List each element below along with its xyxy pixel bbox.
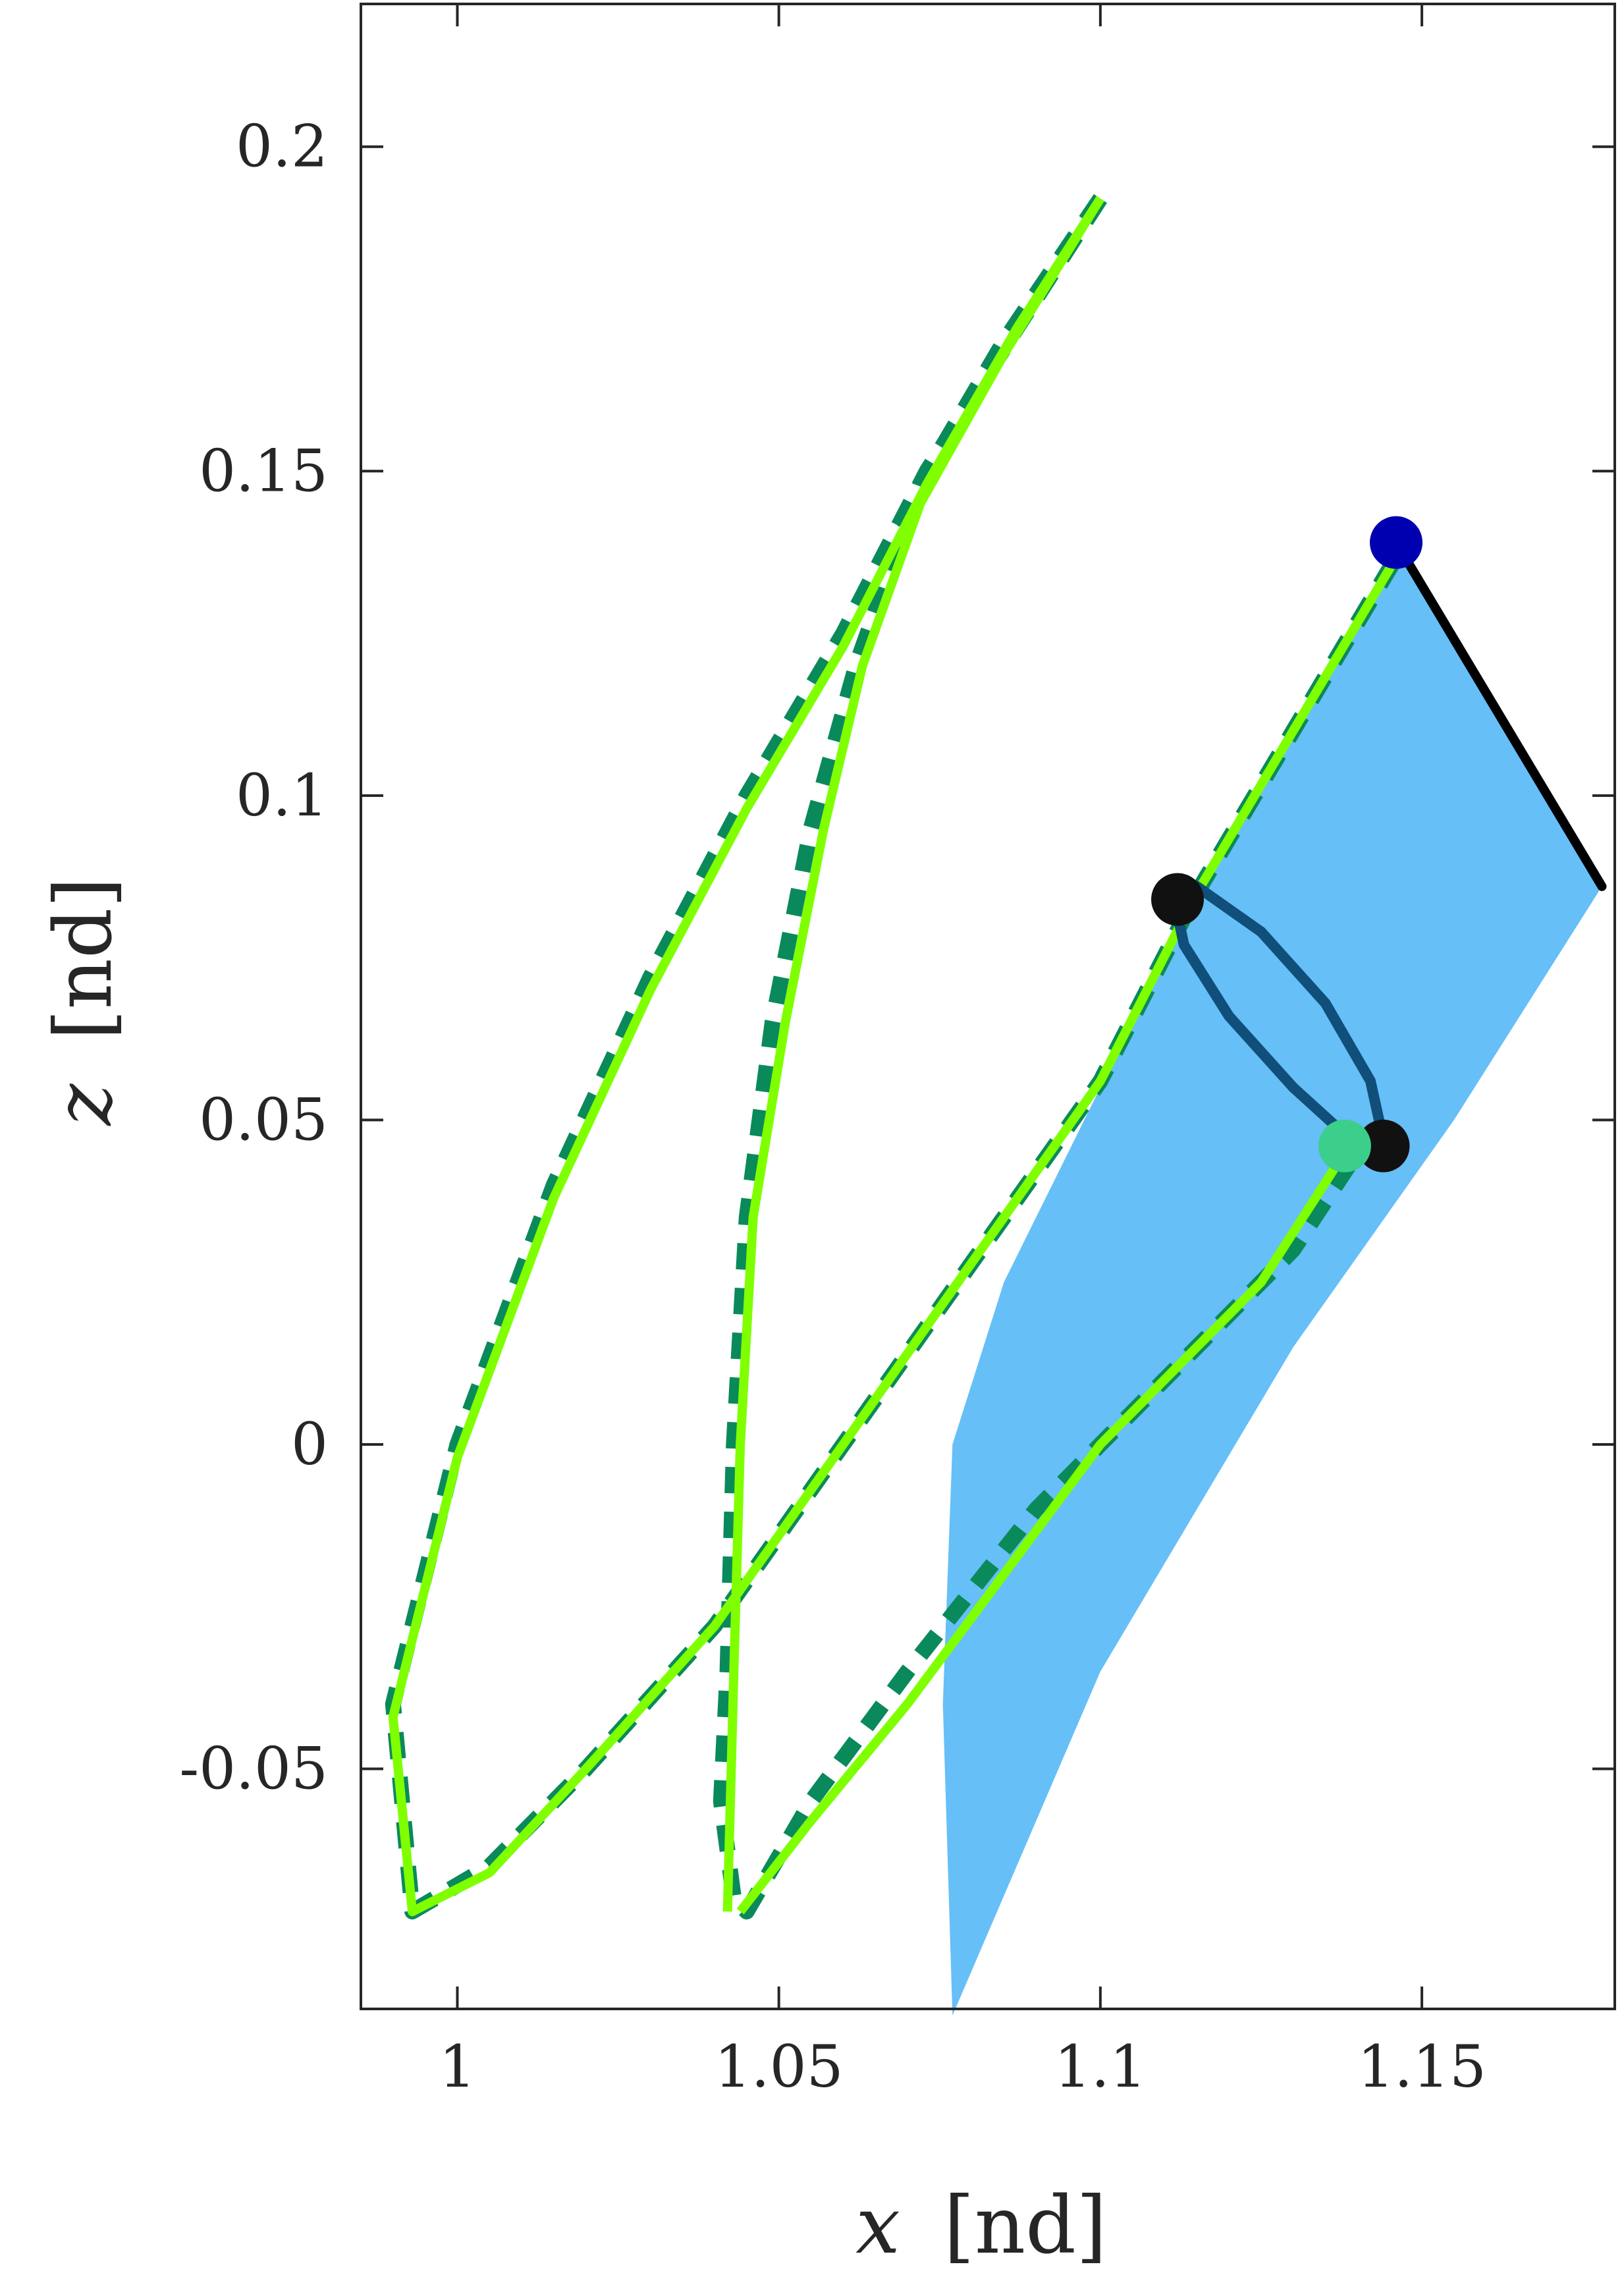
plot-area xyxy=(360,3,1616,2016)
x-tick-label: 1 xyxy=(439,2033,475,2100)
marker-3 xyxy=(1357,1119,1410,1172)
x-tick-labels: 1 1.05 1.1 1.15 xyxy=(439,2033,1486,2100)
x-tick-label: 1.15 xyxy=(1357,2033,1486,2100)
y-tick-label: 0.15 xyxy=(199,437,328,505)
series-line-5 xyxy=(736,1149,1349,1915)
axes-frame xyxy=(360,3,1616,2010)
y-tick-labels: -0.05 0 0.05 0.1 0.15 0.2 xyxy=(179,113,328,1803)
series-line-3 xyxy=(388,196,1413,1917)
series-line-7 xyxy=(1392,537,1607,891)
x-axis-variable: x xyxy=(855,2180,900,2272)
y-tick-label: -0.05 xyxy=(179,1735,328,1803)
y-axis-variable: z xyxy=(38,1084,130,1127)
x-tick-label: 1.1 xyxy=(1054,2033,1147,2100)
series-line-4 xyxy=(722,196,1104,1912)
series-line-2 xyxy=(713,194,1365,1920)
y-tick-label: 0.2 xyxy=(236,113,328,180)
marker-2 xyxy=(1151,873,1204,926)
y-tick-label: 0.1 xyxy=(236,761,328,829)
series-layer xyxy=(385,194,1607,1920)
x-tick-label: 1.05 xyxy=(715,2033,844,2100)
x-axis-unit: [nd] xyxy=(944,2180,1107,2272)
marker-1 xyxy=(1370,516,1423,569)
blue-region-shape xyxy=(942,549,1602,2016)
y-axis-label: z [nd] xyxy=(38,877,130,1126)
blue-region xyxy=(942,549,1602,2016)
x-axis-label: x [nd] xyxy=(855,2180,1107,2272)
marker-4 xyxy=(1318,1119,1371,1172)
tick-layer xyxy=(361,4,1615,2009)
y-tick-label: 0.05 xyxy=(199,1085,328,1153)
y-tick-label: 0 xyxy=(291,1410,328,1478)
y-axis-unit: [nd] xyxy=(38,877,130,1040)
marker-layer xyxy=(1151,516,1423,1172)
